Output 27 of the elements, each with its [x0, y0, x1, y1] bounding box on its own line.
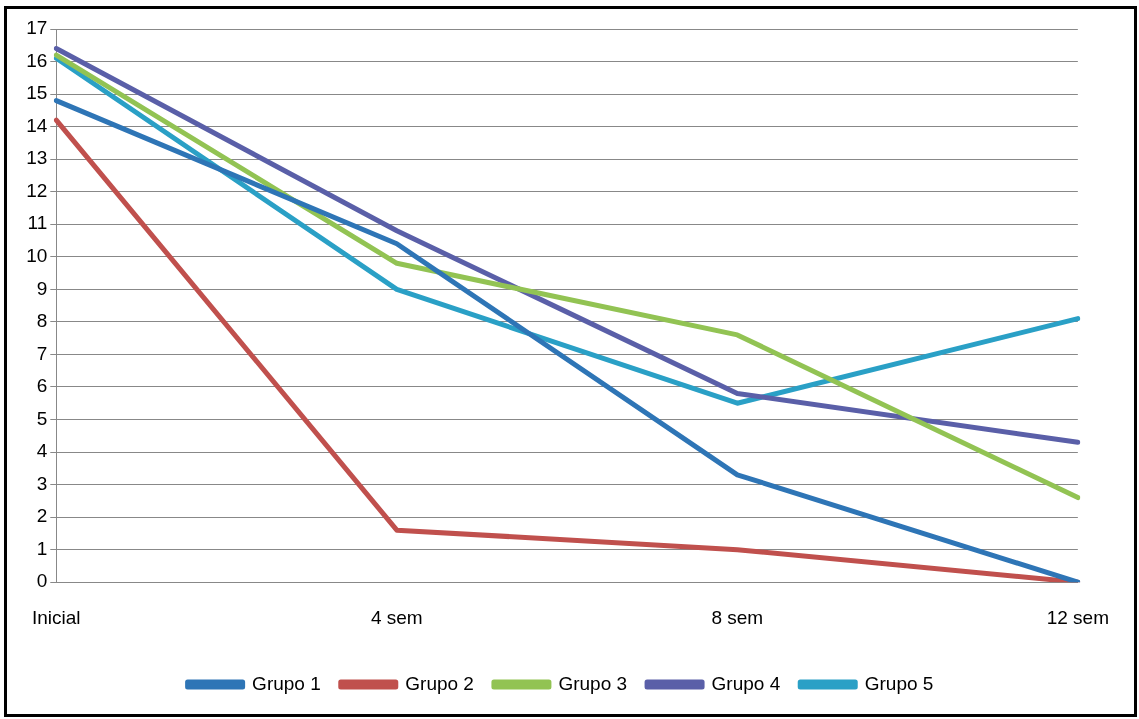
y-tick-label: 8 [36, 310, 48, 332]
y-tick-label: 15 [26, 82, 48, 104]
y-tick-label: 14 [26, 114, 48, 136]
y-tick-label: 9 [36, 277, 48, 299]
y-tick-label: 10 [26, 245, 48, 267]
y-tick-label: 7 [36, 342, 48, 364]
y-tick-label: 2 [36, 505, 48, 527]
x-tick-label: 4 sem [370, 606, 423, 628]
y-tick-label: 1 [36, 537, 48, 559]
x-tick-label: 8 sem [711, 606, 764, 628]
y-tick-label: 11 [27, 212, 48, 234]
y-tick-label: 0 [36, 570, 48, 592]
legend-label: Grupo 5 [864, 672, 934, 694]
y-tick-label: 5 [36, 407, 48, 429]
y-tick-label: 6 [36, 375, 48, 397]
x-tick-label: Inicial [32, 606, 81, 628]
y-tick-label: 3 [36, 472, 48, 494]
y-tick-label: 12 [26, 179, 48, 201]
legend-label: Grupo 4 [711, 672, 781, 694]
legend-label: Grupo 1 [252, 672, 321, 694]
legend-label: Grupo 2 [405, 672, 474, 694]
legend-label: Grupo 3 [558, 672, 628, 694]
y-tick-label: 13 [26, 147, 48, 169]
y-tick-label: 17 [26, 17, 48, 39]
x-tick-label: 12 sem [1046, 606, 1109, 628]
y-tick-label: 4 [36, 440, 48, 462]
y-tick-label: 16 [26, 49, 48, 71]
